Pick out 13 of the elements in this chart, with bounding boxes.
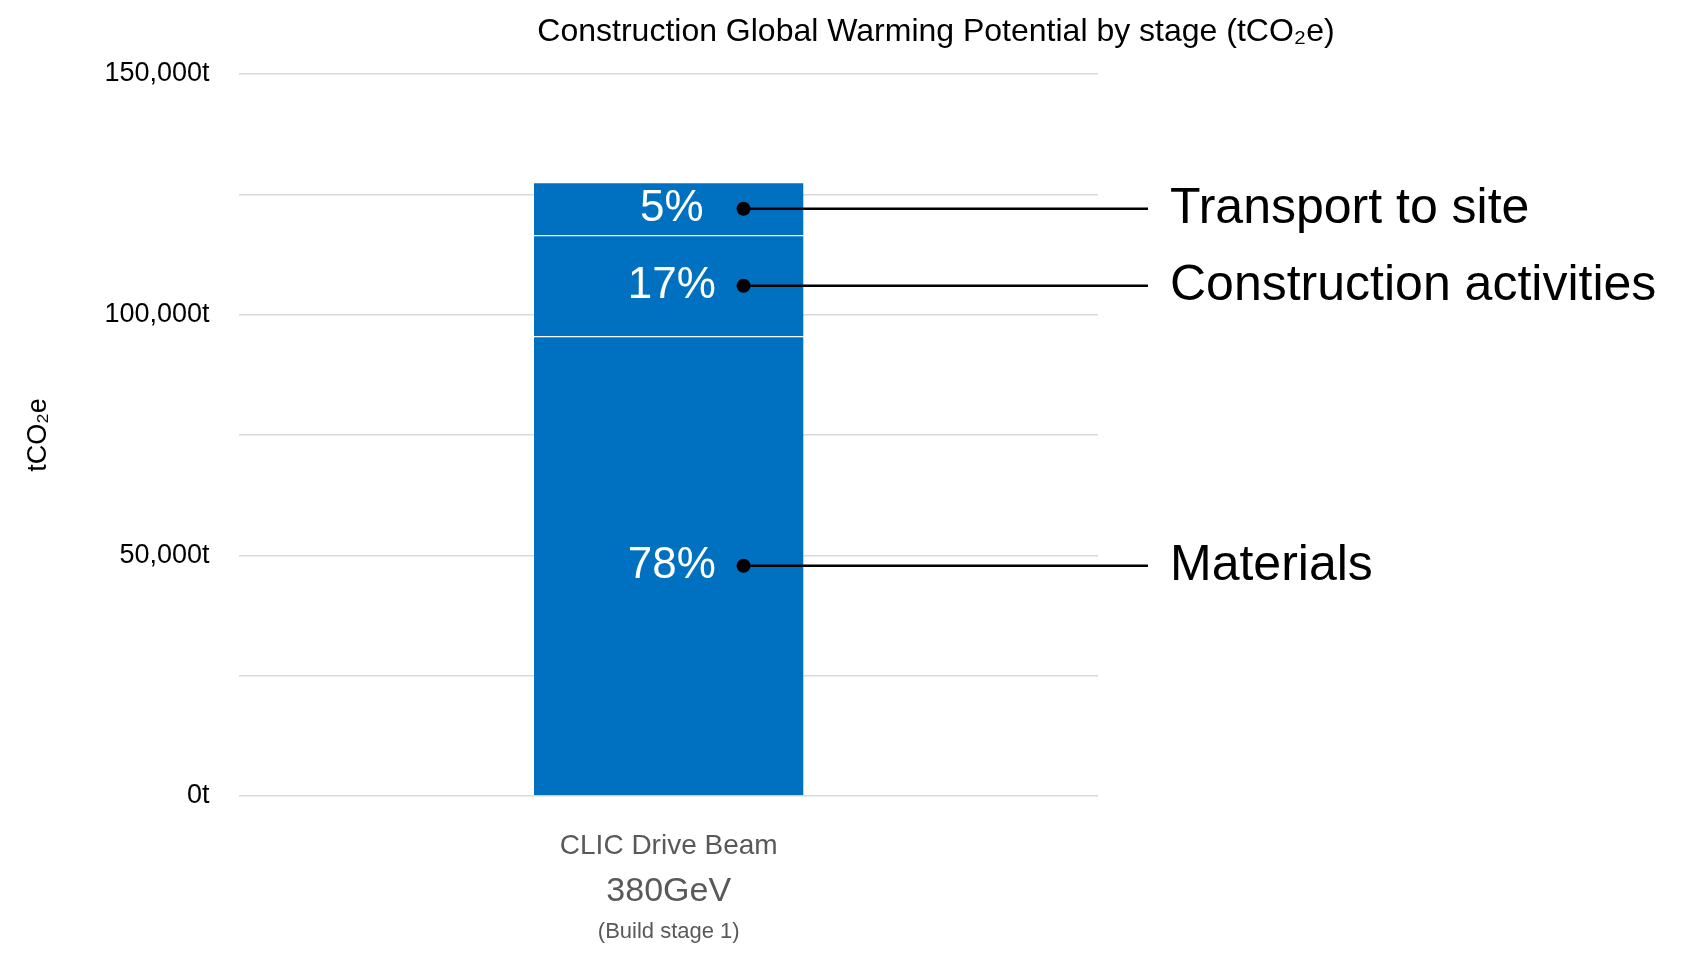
y-tick-label: 150,000t xyxy=(104,57,210,88)
y-tick-label: 100,000t xyxy=(104,298,210,329)
text: Materials xyxy=(1170,534,1373,591)
x-tick-label: CLIC Drive Beam 380GeV (Build stage 1) xyxy=(559,828,778,944)
y-axis-title: tCO₂e xyxy=(21,398,52,472)
annotation: 5% xyxy=(639,180,704,230)
text: Construction activities xyxy=(1170,254,1657,311)
chart-title: Construction Global Warming Potential by stage (tCO₂e) xyxy=(537,11,1335,48)
y-tick-label: 0t xyxy=(186,779,210,810)
text: Transport to site xyxy=(1170,177,1530,234)
y-tick-label: 50,000t xyxy=(119,538,210,569)
annotation: 78% xyxy=(627,537,716,587)
annotation: 17% xyxy=(627,257,716,307)
